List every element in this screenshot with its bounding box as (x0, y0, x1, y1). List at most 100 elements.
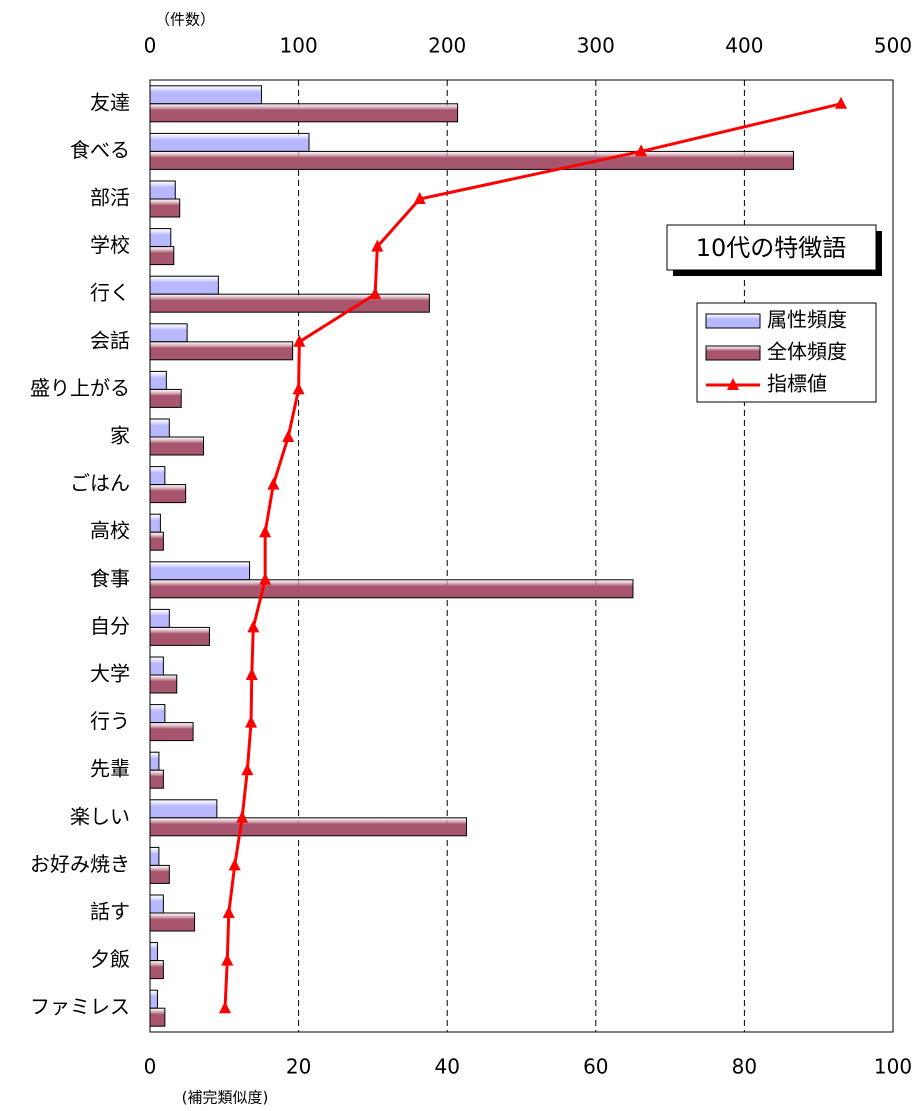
bar (149, 656, 164, 676)
bar (149, 418, 170, 438)
bar (149, 180, 176, 200)
marker (236, 810, 249, 823)
y-tick-label: 話す (90, 900, 130, 924)
y-tick-label: 友達 (90, 90, 130, 114)
legend-label: 全体頻度 (767, 340, 847, 364)
y-tick-label: 学校 (90, 233, 130, 257)
bar (149, 246, 175, 266)
legend-swatch (705, 345, 761, 361)
bar (149, 341, 294, 361)
plot-frame (149, 79, 894, 1033)
bar (149, 960, 164, 980)
x-tick-label: 100 (280, 34, 318, 58)
x2-tick-label: 20 (286, 1055, 311, 1079)
x2-tick-label: 80 (732, 1055, 757, 1079)
marker (727, 378, 739, 390)
bar (149, 626, 210, 646)
x-tick-label: 0 (144, 34, 157, 58)
bar (149, 769, 164, 789)
marker (245, 715, 258, 728)
bar (149, 198, 181, 218)
bar (149, 674, 178, 694)
y-tick-label: 食事 (90, 566, 130, 590)
y-tick-label: 大学 (90, 662, 130, 686)
bar (149, 864, 170, 884)
bar (149, 513, 161, 533)
marker (834, 96, 847, 109)
chart-title: 10代の特徴語 (696, 234, 847, 262)
marker (222, 906, 235, 918)
marker (293, 334, 306, 347)
x2-tick-label: 0 (144, 1055, 157, 1079)
bar (149, 1007, 166, 1027)
x2-tick-label: 100 (874, 1055, 912, 1079)
bar (149, 323, 188, 343)
bar (149, 293, 430, 313)
marker (259, 525, 272, 538)
x-tick-label: 500 (874, 34, 912, 58)
y-tick-label: 夕飯 (90, 947, 130, 971)
bar (149, 799, 218, 819)
bar (149, 722, 194, 742)
x-tick-label: 200 (428, 34, 466, 58)
bar (149, 466, 166, 486)
bar (149, 103, 459, 123)
marker (221, 953, 234, 966)
legend-label: 属性頻度 (767, 308, 847, 332)
y-tick-label: 行く (90, 281, 130, 305)
y-tick-label: ファミレス (30, 995, 130, 1019)
bar (149, 531, 164, 551)
marker (635, 144, 648, 157)
bar (149, 228, 172, 248)
marker (292, 382, 305, 395)
y-tick-label: お好み焼き (30, 852, 130, 876)
y-tick-label: ごはん (70, 471, 130, 495)
y-tick-label: 先輩 (90, 757, 130, 781)
marker (245, 668, 258, 680)
marker (219, 1001, 232, 1014)
legend-label: 指標値 (767, 372, 827, 396)
bar (149, 561, 251, 581)
marker (413, 192, 426, 204)
line-series (223, 102, 842, 1009)
x-tick-label: 400 (725, 34, 763, 58)
bar (149, 942, 158, 962)
y-tick-label: 高校 (90, 519, 130, 543)
bar (149, 989, 158, 1009)
marker (259, 572, 272, 585)
bar (149, 275, 219, 295)
y-tick-label: 会話 (90, 328, 130, 352)
y-tick-label: 盛り上がる (30, 376, 130, 400)
bar (149, 150, 794, 170)
bar (149, 846, 160, 866)
marker (371, 239, 384, 252)
bar (149, 608, 170, 628)
x-tick-label: 300 (577, 34, 615, 58)
bar (149, 484, 187, 504)
bar (149, 894, 164, 914)
x-axis-label: （件数） (155, 11, 215, 29)
x2-tick-label: 60 (583, 1055, 608, 1079)
bar (149, 436, 204, 456)
y-tick-label: 楽しい (70, 804, 130, 828)
marker (282, 430, 295, 442)
y-tick-label: 食べる (70, 138, 130, 162)
marker (267, 477, 280, 490)
legend-swatch (705, 313, 761, 329)
title-box (666, 224, 877, 271)
marker (241, 763, 254, 776)
bar (149, 704, 166, 724)
bar (149, 817, 468, 837)
bar (149, 85, 262, 105)
bar (149, 751, 160, 771)
bar (149, 579, 634, 599)
bar (149, 388, 182, 408)
bar (149, 370, 167, 390)
x2-tick-label: 40 (434, 1055, 459, 1079)
y-tick-label: 行う (90, 709, 130, 733)
x2-axis-label: (補完類似度) (182, 1089, 269, 1107)
y-tick-label: 自分 (90, 614, 130, 638)
marker (228, 858, 241, 871)
bar (149, 132, 310, 152)
